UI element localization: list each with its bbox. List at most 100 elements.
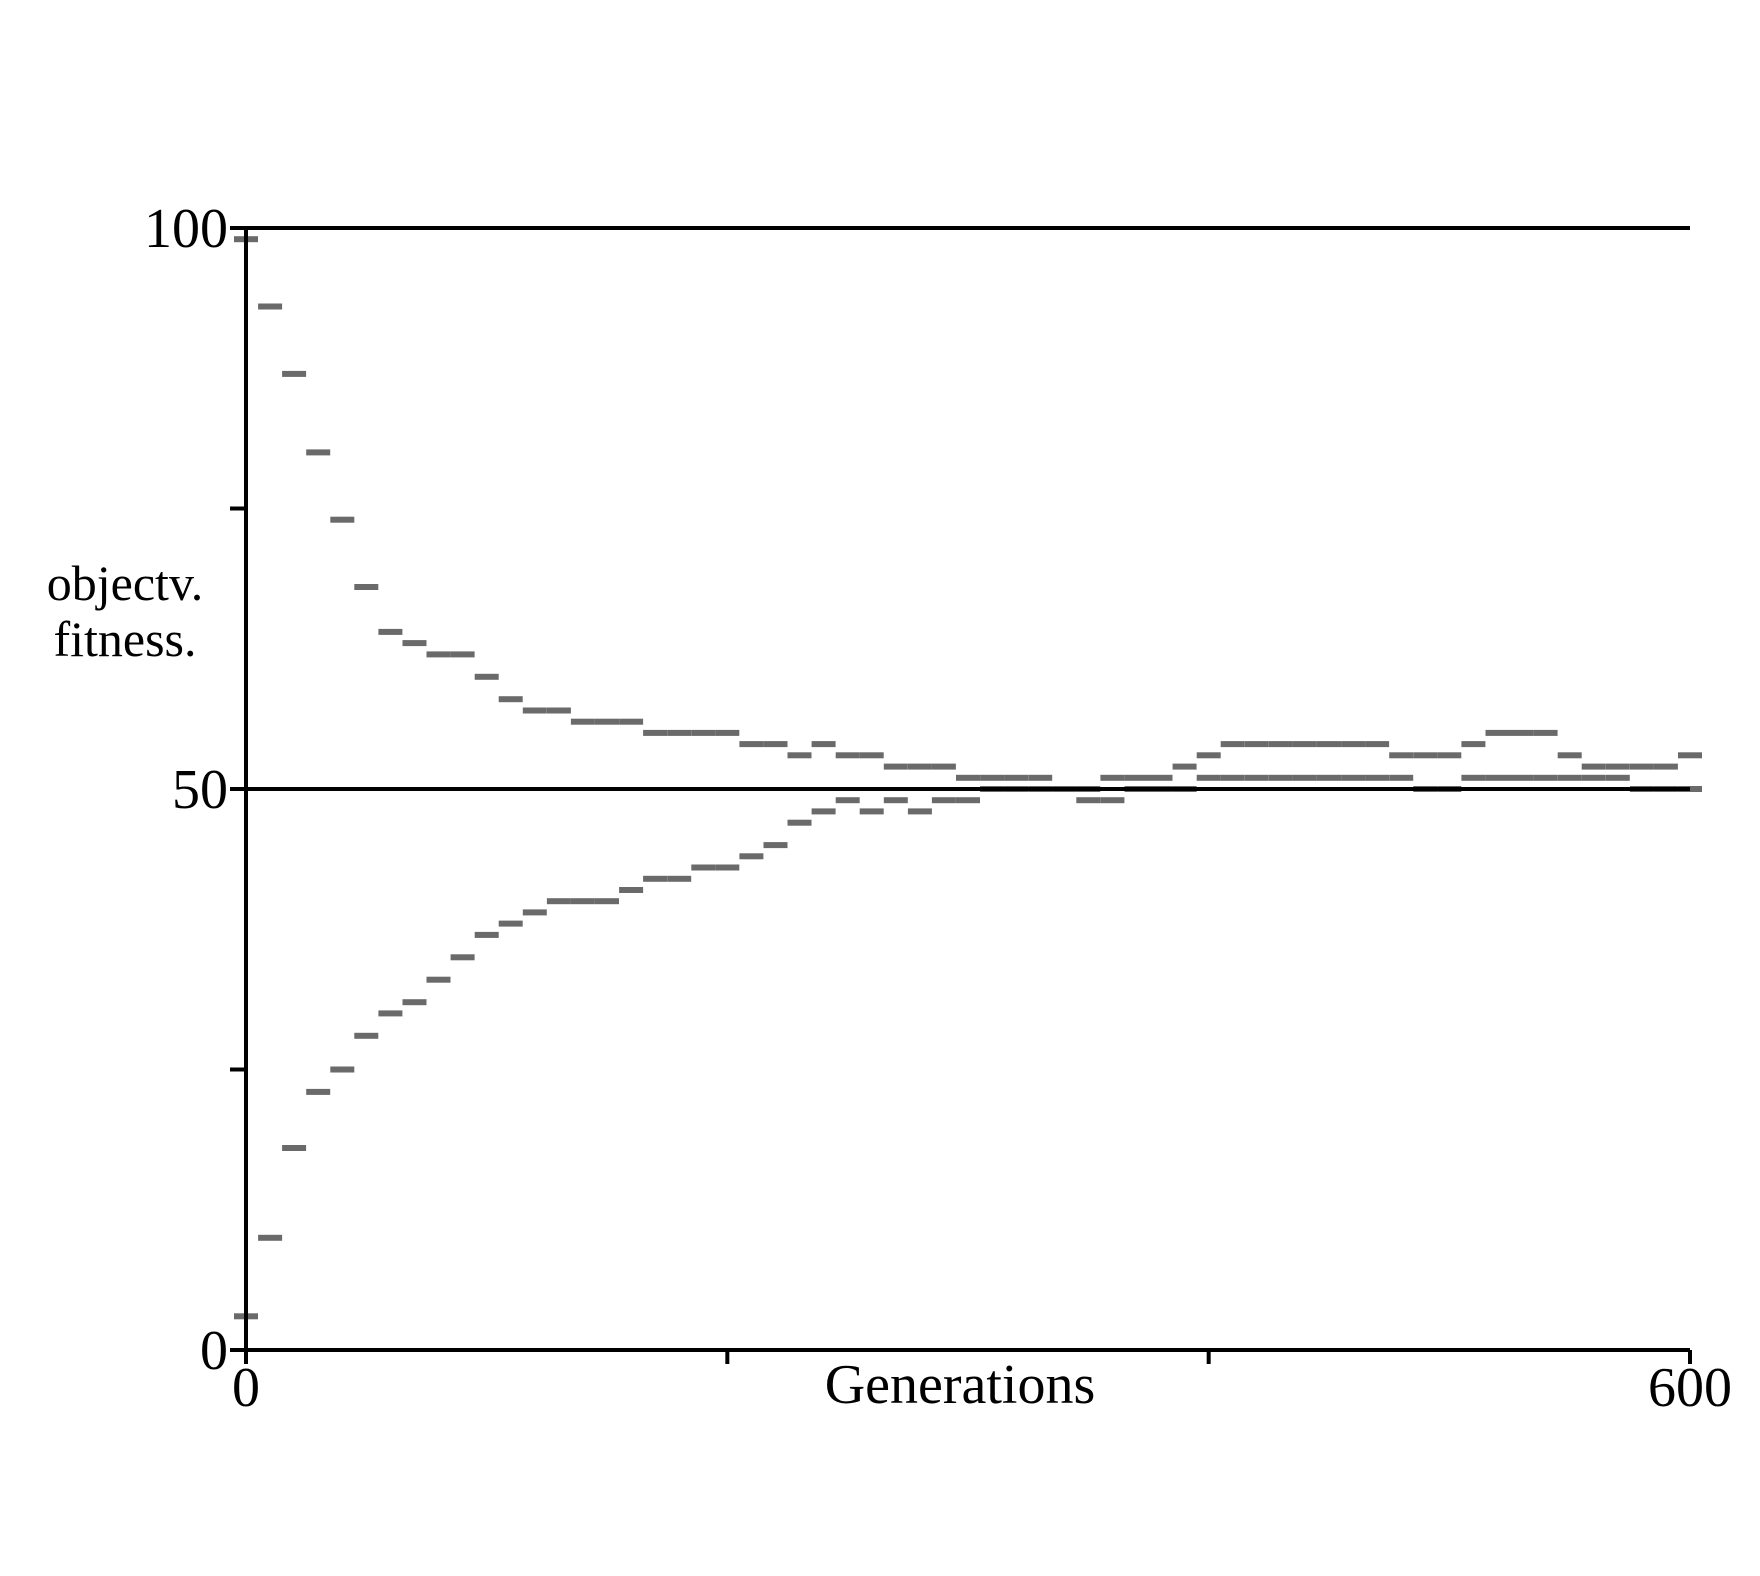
data-point xyxy=(907,763,932,770)
data-point xyxy=(1220,774,1245,781)
data-point xyxy=(1100,774,1125,781)
data-point xyxy=(1148,774,1173,781)
data-point xyxy=(1244,774,1269,781)
data-point xyxy=(1100,797,1125,804)
data-point xyxy=(1292,741,1317,748)
data-point xyxy=(956,797,980,804)
data-point xyxy=(1678,752,1702,759)
data-point xyxy=(883,797,908,804)
data-point xyxy=(619,718,644,725)
data-point xyxy=(1509,774,1534,781)
data-point xyxy=(1485,774,1510,781)
data-point xyxy=(1437,752,1462,759)
data-point xyxy=(282,370,307,377)
data-point xyxy=(474,931,499,938)
data-point xyxy=(1413,752,1438,759)
y-tick-label: 50 xyxy=(172,759,228,821)
data-point xyxy=(1557,774,1582,781)
data-point xyxy=(522,707,547,714)
axes: 0 50 100 0 600 xyxy=(144,198,1732,1419)
data-point xyxy=(595,718,619,725)
data-point xyxy=(1365,741,1390,748)
data-point xyxy=(859,808,884,815)
data-point xyxy=(956,774,980,781)
x-axis-label: Generations xyxy=(825,1354,1096,1416)
data-point xyxy=(715,864,740,871)
data-point xyxy=(739,853,764,860)
data-point xyxy=(402,640,427,647)
data-point xyxy=(1653,763,1678,770)
x-tick-label: 0 xyxy=(232,1357,260,1419)
data-point xyxy=(1389,774,1414,781)
y-tick-label: 100 xyxy=(144,198,228,260)
x-tick-label: 600 xyxy=(1648,1357,1732,1419)
data-point xyxy=(570,898,595,905)
data-point xyxy=(907,808,932,815)
data-point xyxy=(258,1234,283,1241)
data-point xyxy=(282,1145,307,1151)
data-point xyxy=(450,954,475,961)
y-axis-label-line: objectv. xyxy=(47,555,203,611)
data-point xyxy=(1461,741,1486,748)
data-point xyxy=(306,1088,331,1095)
data-point xyxy=(1317,741,1341,748)
data-point xyxy=(1292,774,1317,781)
data-point xyxy=(450,651,475,658)
data-point xyxy=(1076,797,1101,804)
data-point xyxy=(811,808,836,815)
data-point xyxy=(498,920,523,927)
data-point xyxy=(883,763,908,770)
data-point xyxy=(1485,729,1510,736)
data-point xyxy=(1268,741,1293,748)
data-point xyxy=(835,752,860,759)
y-axis-label-line: fitness. xyxy=(53,611,196,667)
data-point xyxy=(1533,774,1558,781)
data-point xyxy=(1605,763,1630,770)
data-point xyxy=(1341,774,1366,781)
data-point xyxy=(1172,763,1197,770)
data-point xyxy=(691,729,716,736)
data-point xyxy=(1244,741,1269,748)
data-point xyxy=(546,898,571,905)
data-point xyxy=(1629,763,1654,770)
data-point xyxy=(667,875,692,882)
data-point xyxy=(787,819,812,826)
data-point xyxy=(330,516,355,523)
data-point xyxy=(763,741,788,748)
data-point xyxy=(1028,774,1053,781)
data-point xyxy=(931,763,956,770)
data-point xyxy=(258,303,283,310)
data-point xyxy=(1196,752,1221,759)
data-point xyxy=(1004,774,1029,781)
data-point xyxy=(739,741,764,748)
data-point xyxy=(980,774,1005,781)
data-point xyxy=(306,449,331,456)
data-point xyxy=(354,1032,379,1039)
data-point xyxy=(763,842,788,849)
data-point xyxy=(1461,774,1486,781)
data-point xyxy=(1605,774,1630,781)
data-point xyxy=(354,584,379,590)
data-marks xyxy=(234,236,1702,1320)
data-point xyxy=(1557,752,1582,759)
data-point xyxy=(474,673,499,680)
data-point xyxy=(378,1010,403,1017)
y-axis-label: objectv. fitness. xyxy=(47,555,203,667)
data-point xyxy=(667,729,692,736)
data-point xyxy=(691,864,716,871)
data-point xyxy=(931,797,956,804)
data-point xyxy=(1317,774,1341,781)
data-point xyxy=(546,707,571,714)
data-point xyxy=(1389,752,1414,759)
data-point xyxy=(426,976,451,983)
y-tick-label: 0 xyxy=(200,1320,228,1382)
data-point xyxy=(498,696,523,703)
data-point xyxy=(1220,741,1245,748)
data-point xyxy=(595,898,619,905)
data-point xyxy=(402,999,427,1006)
data-point xyxy=(1509,729,1534,736)
data-point xyxy=(1581,763,1606,770)
data-point xyxy=(522,909,547,916)
data-point xyxy=(1365,774,1390,781)
